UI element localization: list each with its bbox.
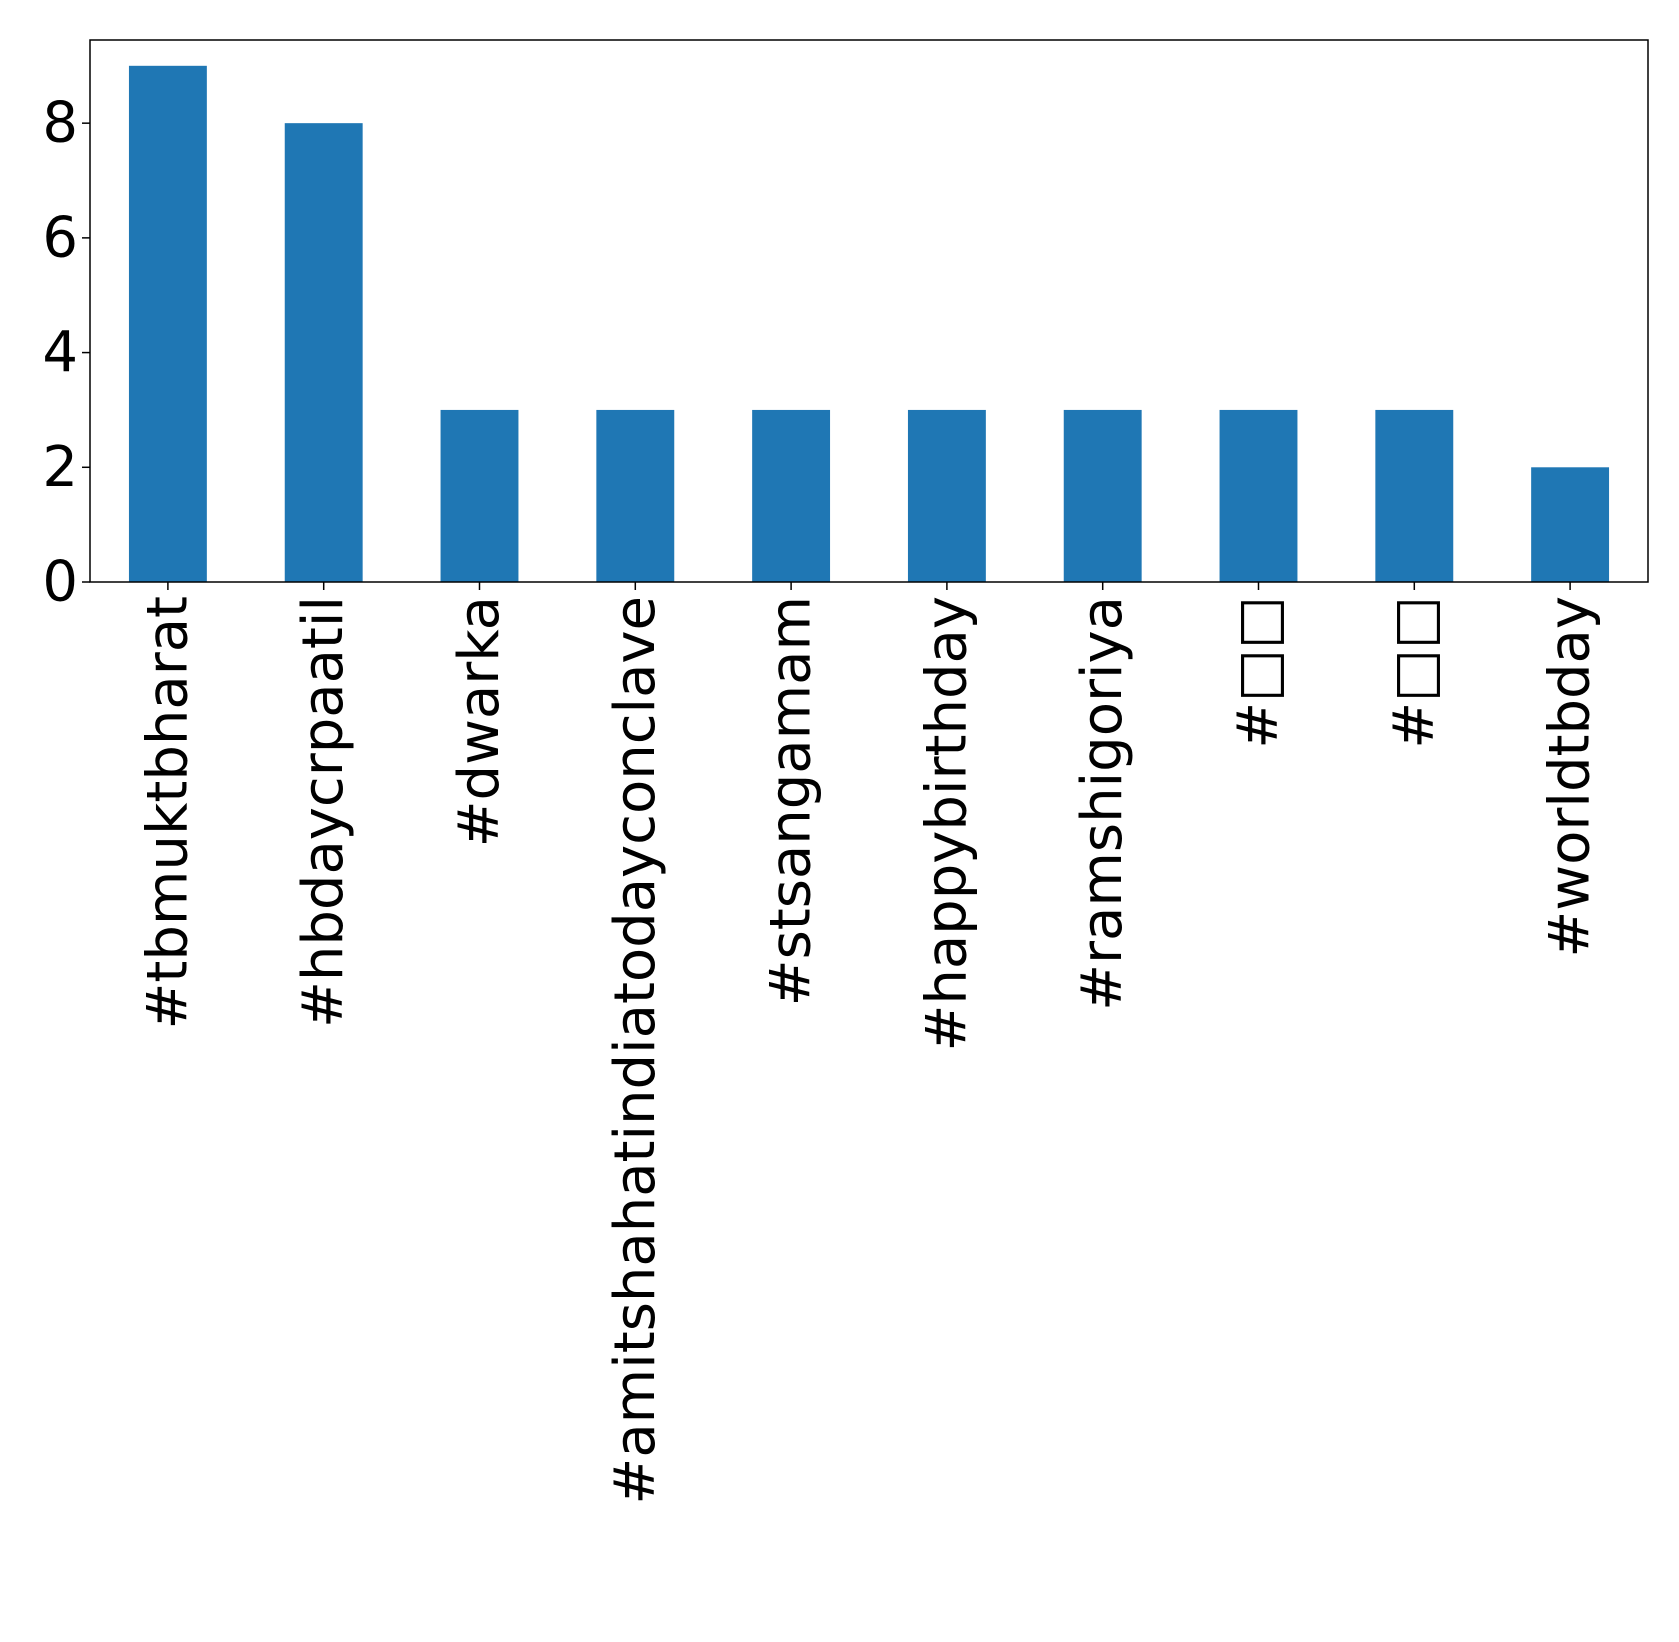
x-tick-label: #□□: [1226, 596, 1291, 749]
x-tick-label: #worldtbday: [1538, 596, 1603, 958]
x-tick-label: #tbmuktbharat: [135, 596, 200, 1030]
bar: [907, 409, 986, 582]
x-tick-label: #□□: [1382, 596, 1447, 749]
y-tick-label: 0: [42, 550, 78, 615]
x-tick-label: #ramshigoriya: [1070, 596, 1135, 1011]
bar: [128, 65, 207, 583]
y-tick-label: 2: [42, 435, 78, 500]
x-tick-label: #stsangamam: [759, 596, 824, 1006]
bars-group: [128, 65, 1610, 583]
bar: [1531, 467, 1610, 582]
bar: [1063, 409, 1142, 582]
bar: [596, 409, 675, 582]
y-axis: 0 2 4 6 8: [42, 91, 90, 615]
x-tick-label: #hbdaycrpaatil: [291, 596, 356, 1028]
bar: [752, 409, 831, 582]
bar: [284, 123, 363, 582]
y-tick-label: 6: [42, 205, 78, 270]
x-tick-label: #amitshahatindiatodayconclave: [603, 596, 668, 1505]
y-tick-label: 8: [42, 91, 78, 156]
x-tick-label: #dwarka: [447, 596, 512, 847]
x-axis: #tbmuktbharat #hbdaycrpaatil #dwarka #amits…: [135, 582, 1603, 1505]
plot-frame: [89, 39, 1649, 583]
x-tick-label: #happybirthday: [914, 596, 979, 1052]
bar: [440, 409, 519, 582]
bar: [1375, 409, 1454, 582]
y-tick-label: 4: [42, 320, 78, 385]
bar: [1219, 409, 1298, 582]
